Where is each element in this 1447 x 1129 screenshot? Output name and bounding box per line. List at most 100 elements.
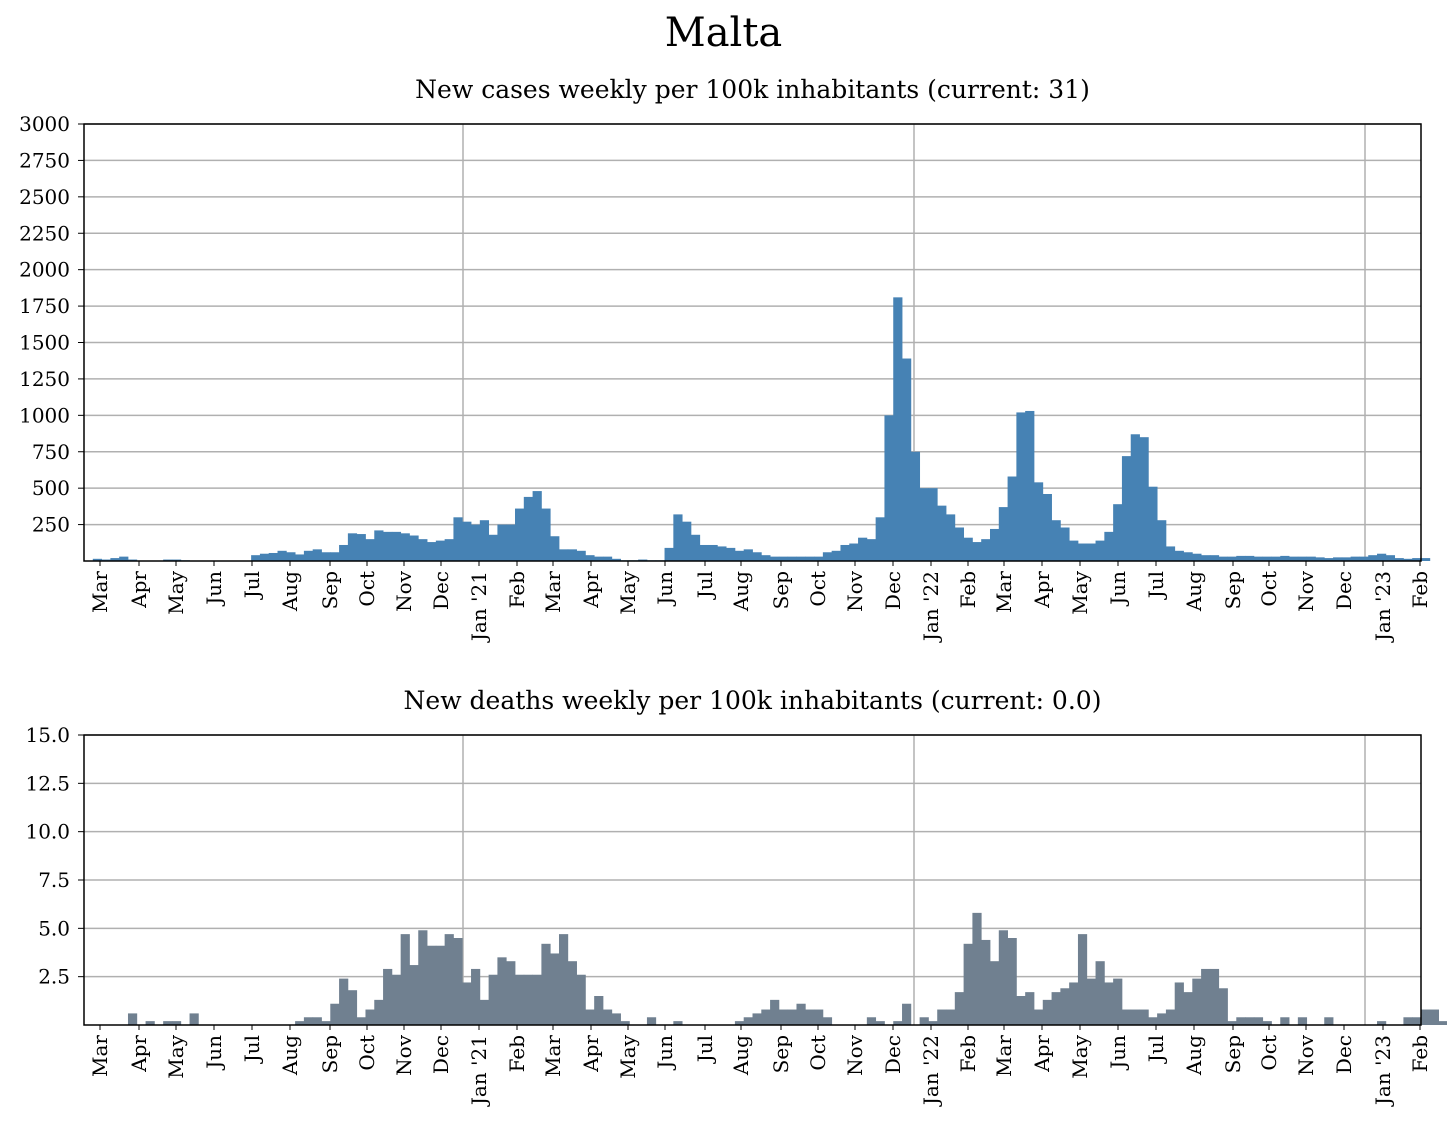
cases-bar	[515, 508, 525, 561]
deaths-bar	[127, 1013, 138, 1025]
deaths-chart: New deaths weekly per 100k inhabitants (…	[25, 686, 1447, 1107]
cases-bar	[471, 524, 481, 561]
cases-bar	[1412, 558, 1422, 561]
cases-bar	[946, 514, 956, 561]
cases-bar	[1148, 486, 1158, 561]
deaths-bar	[479, 999, 490, 1025]
cases-ytick-label: 1000	[19, 403, 70, 427]
deaths-bar	[418, 930, 428, 1025]
deaths-bar	[981, 939, 991, 1025]
deaths-bar	[1183, 992, 1193, 1025]
cases-ytick-label: 2250	[19, 221, 70, 245]
deaths-bar	[1042, 999, 1052, 1025]
cases-bar	[690, 534, 701, 561]
cases-xtick-label: Aug	[278, 571, 302, 612]
deaths-xtick-label: Apr	[127, 1035, 151, 1073]
cases-xtick-label: Mar	[992, 571, 1016, 613]
cases-chart-title: New cases weekly per 100k inhabitants (c…	[415, 75, 1090, 104]
deaths-bar	[1086, 978, 1096, 1025]
cases-bar	[1086, 543, 1096, 561]
cases-xtick-label: Jul	[693, 571, 717, 600]
deaths-xtick-label: May	[616, 1034, 640, 1078]
deaths-xtick-label: Jul	[693, 1035, 717, 1064]
cases-bar	[1359, 556, 1369, 561]
cases-xtick-label: Oct	[355, 571, 379, 607]
deaths-xtick-label: May	[164, 1034, 188, 1078]
cases-bar	[541, 508, 551, 561]
cases-bar	[937, 505, 947, 561]
deaths-bar	[787, 1009, 797, 1025]
deaths-bar	[523, 974, 533, 1025]
cases-bar	[356, 534, 366, 561]
cases-xtick-label: Sep	[1221, 571, 1245, 609]
deaths-bar	[339, 978, 349, 1025]
cases-bar	[919, 488, 929, 561]
deaths-bar	[1236, 1017, 1246, 1025]
deaths-bar	[594, 996, 604, 1025]
deaths-xtick-label: Mar	[88, 1035, 112, 1077]
cases-bar	[602, 556, 613, 561]
deaths-ytick-label: 12.5	[25, 771, 70, 795]
deaths-bar	[946, 1009, 956, 1025]
deaths-bar	[365, 1009, 375, 1025]
cases-bar	[1042, 493, 1052, 561]
cases-ytick-label: 250	[32, 513, 70, 537]
cases-bar	[330, 552, 340, 561]
cases-bar	[1368, 555, 1378, 561]
cases-bar	[1016, 412, 1026, 561]
cases-ytick-label: 1250	[19, 367, 70, 391]
deaths-bar	[400, 934, 410, 1025]
cases-bar	[1403, 558, 1413, 561]
deaths-xtick-label: Sep	[769, 1035, 793, 1073]
cases-bar	[875, 517, 885, 561]
cases-bar	[884, 415, 894, 561]
cases-bar	[409, 535, 419, 561]
cases-xtick-label: May	[1068, 570, 1092, 614]
deaths-bar	[1025, 992, 1035, 1025]
cases-xtick-label: Dec	[1332, 571, 1356, 610]
deaths-xtick-label: Nov	[1294, 1034, 1318, 1076]
deaths-bar	[1113, 978, 1123, 1025]
cases-bar	[303, 550, 314, 561]
cases-bar	[585, 555, 595, 561]
cases-bar	[673, 514, 683, 561]
cases-bar	[840, 544, 850, 561]
deaths-bar	[1438, 1021, 1447, 1025]
cases-bar	[1060, 527, 1070, 561]
cases-bar	[251, 555, 261, 561]
deaths-bar	[778, 1009, 789, 1025]
deaths-xtick-label: Jan '22	[919, 1035, 943, 1107]
cases-bar	[752, 552, 762, 561]
cases-bar	[444, 539, 454, 561]
deaths-bar	[427, 945, 437, 1025]
cases-bar	[1174, 550, 1184, 561]
deaths-bar	[875, 1021, 885, 1025]
cases-bar	[902, 358, 912, 561]
cases-xtick-label: Jun	[653, 571, 677, 607]
deaths-bar	[770, 999, 780, 1025]
deaths-bar	[145, 1021, 155, 1025]
cases-bar	[462, 521, 472, 561]
cases-xtick-label: Apr	[127, 571, 151, 609]
cases-xtick-label: Feb	[1408, 571, 1432, 608]
cases-bar	[761, 555, 771, 561]
deaths-bar	[1095, 961, 1105, 1025]
cases-xtick-label: May	[164, 570, 188, 614]
deaths-bar	[488, 974, 498, 1025]
deaths-xtick-label: Jan '23	[1371, 1035, 1395, 1107]
deaths-xtick-label: Dec	[1332, 1035, 1356, 1074]
cases-xtick-label: Nov	[392, 570, 416, 612]
deaths-bar	[1227, 1021, 1237, 1025]
cases-xtick-label: May	[616, 570, 640, 614]
cases-bar	[1157, 520, 1167, 561]
deaths-bar	[1377, 1021, 1387, 1025]
cases-ytick-label: 750	[32, 440, 70, 464]
cases-bar	[365, 539, 375, 561]
deaths-ytick-label: 5.0	[38, 916, 70, 940]
cases-bar	[1077, 543, 1088, 561]
deaths-bar	[972, 912, 982, 1025]
deaths-ytick-label: 2.5	[38, 965, 70, 989]
cases-bar	[391, 531, 402, 561]
deaths-bar	[515, 974, 525, 1025]
